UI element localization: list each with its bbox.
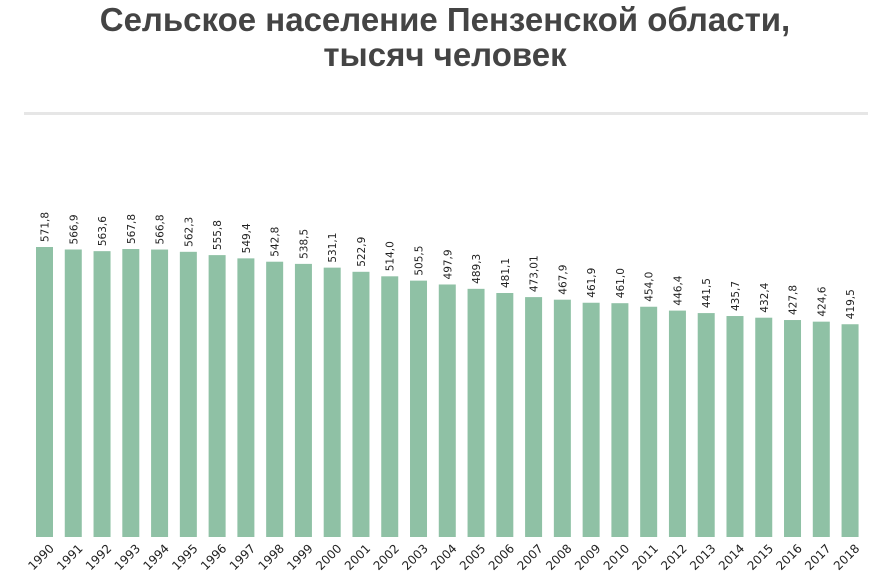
x-tick-label-1995: 1995 bbox=[169, 541, 200, 572]
x-tick-label-1992: 1992 bbox=[83, 541, 114, 572]
bar-1999 bbox=[294, 263, 312, 537]
bar-2011 bbox=[640, 306, 658, 537]
data-label-1993: 567,8 bbox=[126, 214, 138, 244]
bar-2006 bbox=[496, 293, 514, 537]
x-tick-label-2000: 2000 bbox=[313, 541, 344, 572]
x-tick-label-1990: 1990 bbox=[25, 541, 56, 572]
bar-2012 bbox=[668, 310, 686, 537]
data-label-2007: 473,01 bbox=[529, 255, 541, 292]
data-label-1998: 542,8 bbox=[270, 227, 282, 257]
data-label-2018: 419,5 bbox=[845, 289, 857, 319]
bar-2007 bbox=[525, 297, 543, 537]
x-tick-label-1994: 1994 bbox=[140, 541, 171, 572]
bar-2010 bbox=[611, 303, 629, 537]
chart-title-line-1: Сельское население Пензенской области, bbox=[99, 1, 791, 38]
x-tick-label-1991: 1991 bbox=[54, 541, 85, 572]
x-tick-label-2010: 2010 bbox=[601, 541, 632, 572]
data-label-2000: 531,1 bbox=[327, 233, 339, 263]
bar-1994 bbox=[151, 249, 169, 538]
data-label-2016: 427,8 bbox=[788, 285, 800, 315]
bar-2009 bbox=[582, 302, 600, 537]
bar-2005 bbox=[467, 288, 485, 537]
x-tick-label-1993: 1993 bbox=[112, 541, 143, 572]
x-tick-label-2011: 2011 bbox=[630, 541, 661, 572]
data-label-2001: 522,9 bbox=[356, 237, 368, 267]
x-tick-label-2002: 2002 bbox=[371, 541, 402, 572]
x-tick-label-2003: 2003 bbox=[399, 541, 430, 572]
data-label-2015: 432,4 bbox=[759, 282, 771, 312]
data-label-2006: 481,1 bbox=[500, 258, 512, 288]
data-label-2002: 514,0 bbox=[385, 241, 397, 271]
data-label-2009: 461,9 bbox=[586, 268, 598, 298]
x-tick-label-2008: 2008 bbox=[543, 541, 574, 572]
bar-2003 bbox=[410, 280, 428, 537]
data-label-2013: 441,5 bbox=[701, 278, 713, 308]
bar-1998 bbox=[266, 261, 284, 537]
data-label-2011: 454,0 bbox=[644, 272, 656, 302]
chart-title: Сельское население Пензенской области, т… bbox=[0, 2, 890, 72]
x-tick-label-1997: 1997 bbox=[227, 541, 258, 572]
bar-2008 bbox=[553, 299, 571, 537]
x-tick-label-2007: 2007 bbox=[514, 541, 545, 572]
bar-2014 bbox=[726, 316, 744, 537]
x-tick-label-1996: 1996 bbox=[198, 541, 229, 572]
x-tick-label-2012: 2012 bbox=[658, 541, 689, 572]
data-label-2003: 505,5 bbox=[414, 246, 426, 276]
chart-title-line-2: тысяч человек bbox=[323, 36, 567, 73]
x-tick-label-2005: 2005 bbox=[457, 541, 488, 572]
x-tick-label-2001: 2001 bbox=[342, 541, 373, 572]
bar-1997 bbox=[237, 258, 255, 537]
x-tick-label-2004: 2004 bbox=[428, 541, 459, 572]
bar-2018 bbox=[841, 324, 859, 537]
data-label-1994: 566,8 bbox=[155, 214, 167, 244]
data-label-1997: 549,4 bbox=[241, 223, 253, 253]
bar-1990 bbox=[36, 247, 53, 537]
bar-2017 bbox=[812, 321, 830, 537]
bar-2004 bbox=[438, 284, 456, 537]
bar-2000 bbox=[323, 267, 341, 537]
data-label-2014: 435,7 bbox=[730, 281, 742, 311]
data-label-1992: 563,6 bbox=[97, 216, 109, 246]
x-tick-label-2013: 2013 bbox=[687, 541, 718, 572]
data-label-2005: 489,3 bbox=[471, 254, 483, 284]
bar-2015 bbox=[755, 317, 773, 537]
x-tick-label-1999: 1999 bbox=[284, 541, 315, 572]
data-label-2010: 461,0 bbox=[615, 268, 627, 298]
data-label-1996: 555,8 bbox=[212, 220, 224, 250]
bar-1991 bbox=[64, 249, 82, 538]
x-tick-label-2017: 2017 bbox=[802, 541, 833, 572]
bar-2002 bbox=[381, 276, 399, 537]
bar-2001 bbox=[352, 271, 370, 537]
x-tick-label-2006: 2006 bbox=[486, 541, 517, 572]
data-label-2017: 424,6 bbox=[816, 286, 828, 316]
x-tick-label-2016: 2016 bbox=[773, 541, 804, 572]
bar-1992 bbox=[93, 251, 111, 537]
data-label-1990: 571,8 bbox=[40, 212, 52, 242]
data-label-1995: 562,3 bbox=[183, 217, 195, 247]
x-tick-label-1998: 1998 bbox=[256, 541, 287, 572]
x-tick-label-2018: 2018 bbox=[831, 541, 862, 572]
data-label-1999: 538,5 bbox=[298, 229, 310, 259]
bar-1993 bbox=[122, 249, 140, 537]
data-label-2008: 467,9 bbox=[557, 265, 569, 295]
title-divider bbox=[24, 112, 868, 115]
bar-2013 bbox=[697, 313, 715, 537]
x-tick-label-2014: 2014 bbox=[716, 541, 747, 572]
bar-1995 bbox=[179, 251, 197, 537]
data-label-1991: 566,9 bbox=[68, 214, 80, 244]
bar-1996 bbox=[208, 255, 226, 538]
data-label-2012: 446,4 bbox=[672, 275, 684, 305]
x-tick-label-2015: 2015 bbox=[745, 541, 776, 572]
data-label-2004: 497,9 bbox=[442, 249, 454, 279]
x-tick-label-2009: 2009 bbox=[572, 541, 603, 572]
bar-2016 bbox=[784, 320, 802, 537]
